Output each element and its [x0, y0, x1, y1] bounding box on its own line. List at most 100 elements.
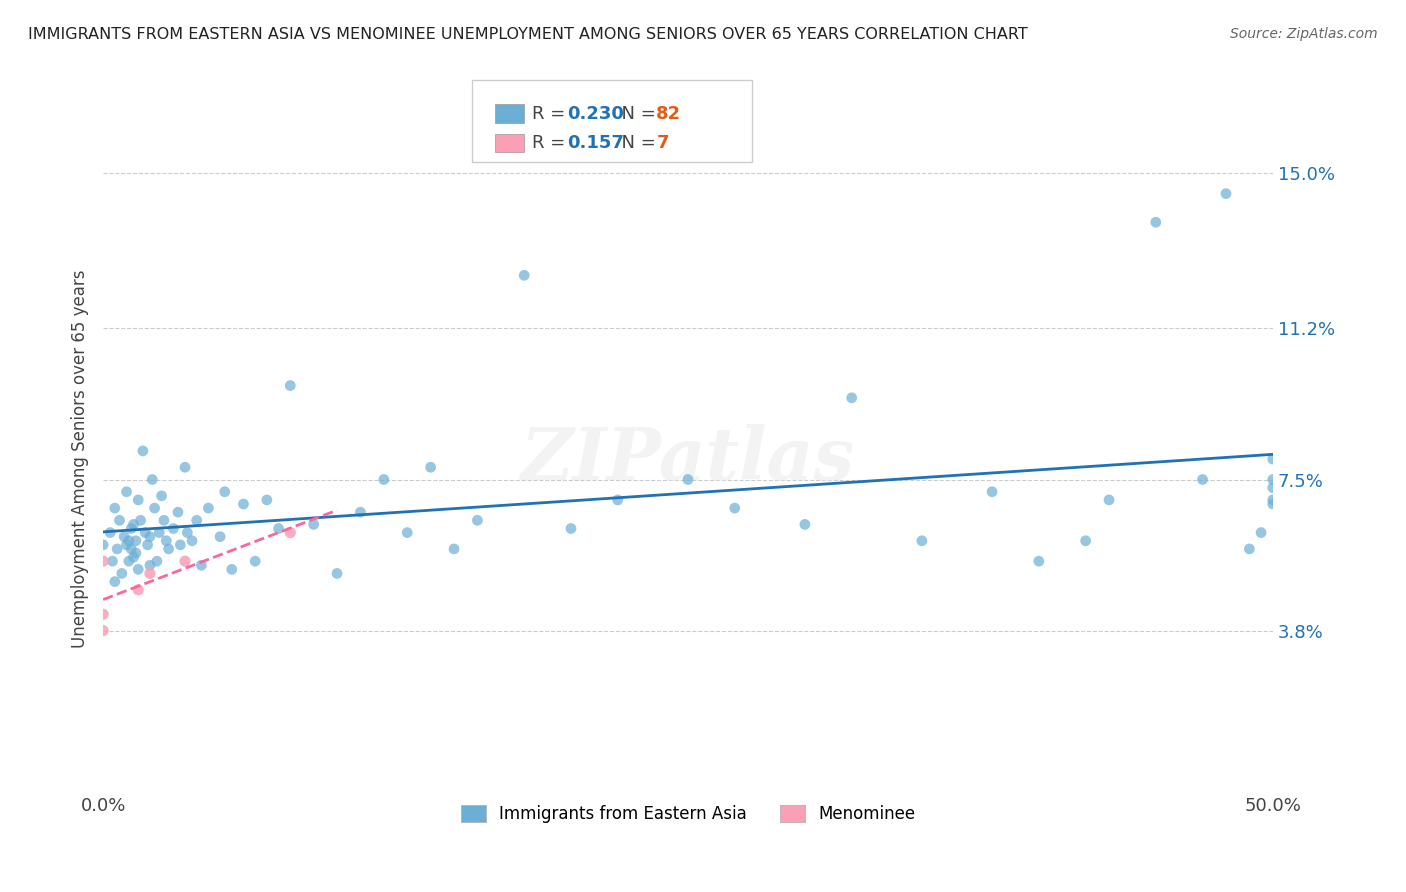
- Point: [162, 522, 184, 536]
- Point: [1098, 492, 1121, 507]
- Point: [443, 541, 465, 556]
- Point: [1239, 541, 1261, 556]
- FancyBboxPatch shape: [471, 80, 752, 161]
- Point: [793, 517, 815, 532]
- Point: [209, 530, 232, 544]
- Text: 82: 82: [657, 105, 682, 123]
- Point: [125, 546, 148, 560]
- Point: [153, 513, 176, 527]
- Point: [141, 473, 163, 487]
- Point: [91, 554, 114, 568]
- Point: [120, 541, 142, 556]
- Point: [174, 460, 197, 475]
- Point: [146, 554, 169, 568]
- Point: [981, 484, 1004, 499]
- Point: [101, 554, 124, 568]
- Text: R =: R =: [533, 135, 571, 153]
- Point: [267, 522, 290, 536]
- Point: [1215, 186, 1237, 201]
- Point: [1074, 533, 1097, 548]
- Point: [134, 525, 156, 540]
- Point: [91, 624, 114, 638]
- Point: [676, 473, 699, 487]
- Text: R =: R =: [533, 105, 571, 123]
- Point: [104, 574, 127, 589]
- Point: [167, 505, 190, 519]
- Point: [157, 541, 180, 556]
- Point: [841, 391, 863, 405]
- Point: [214, 484, 236, 499]
- Point: [127, 582, 149, 597]
- Point: [326, 566, 349, 581]
- Point: [190, 558, 212, 573]
- Point: [118, 554, 141, 568]
- Point: [139, 558, 162, 573]
- FancyBboxPatch shape: [495, 134, 524, 152]
- Point: [467, 513, 489, 527]
- Point: [112, 530, 135, 544]
- Text: Source: ZipAtlas.com: Source: ZipAtlas.com: [1230, 27, 1378, 41]
- Point: [911, 533, 934, 548]
- Point: [98, 525, 121, 540]
- Point: [373, 473, 395, 487]
- Point: [115, 484, 138, 499]
- Point: [108, 513, 131, 527]
- Point: [186, 513, 208, 527]
- Point: [1261, 452, 1284, 467]
- Point: [221, 562, 243, 576]
- Point: [155, 533, 177, 548]
- Point: [148, 525, 170, 540]
- Point: [150, 489, 173, 503]
- Point: [606, 492, 628, 507]
- Point: [111, 566, 134, 581]
- Y-axis label: Unemployment Among Seniors over 65 years: Unemployment Among Seniors over 65 years: [72, 270, 89, 648]
- Point: [118, 533, 141, 548]
- Text: 0.230: 0.230: [568, 105, 624, 123]
- Point: [115, 538, 138, 552]
- Text: ZIPatlas: ZIPatlas: [520, 424, 855, 494]
- Point: [1028, 554, 1050, 568]
- Text: 0.157: 0.157: [568, 135, 624, 153]
- Point: [724, 501, 747, 516]
- Point: [136, 538, 159, 552]
- Point: [560, 522, 582, 536]
- Point: [256, 492, 278, 507]
- Point: [513, 268, 536, 283]
- Point: [1261, 481, 1284, 495]
- Point: [104, 501, 127, 516]
- Legend: Immigrants from Eastern Asia, Menominee: Immigrants from Eastern Asia, Menominee: [454, 798, 922, 830]
- Point: [125, 533, 148, 548]
- Point: [143, 501, 166, 516]
- Point: [349, 505, 371, 519]
- Point: [139, 530, 162, 544]
- Point: [1191, 473, 1213, 487]
- Point: [139, 566, 162, 581]
- Point: [419, 460, 441, 475]
- Point: [122, 550, 145, 565]
- Point: [174, 554, 197, 568]
- Point: [122, 517, 145, 532]
- Point: [1261, 497, 1284, 511]
- Point: [132, 444, 155, 458]
- Point: [91, 607, 114, 622]
- Point: [1250, 525, 1272, 540]
- Point: [278, 378, 301, 392]
- Point: [396, 525, 419, 540]
- Point: [127, 492, 149, 507]
- Point: [181, 533, 204, 548]
- Text: N =: N =: [610, 135, 661, 153]
- Point: [302, 517, 325, 532]
- Point: [91, 538, 114, 552]
- Point: [105, 541, 128, 556]
- Point: [1261, 473, 1284, 487]
- Point: [1261, 492, 1284, 507]
- Point: [129, 513, 152, 527]
- Point: [278, 525, 301, 540]
- Point: [197, 501, 219, 516]
- Point: [243, 554, 266, 568]
- Point: [120, 522, 142, 536]
- Text: N =: N =: [610, 105, 661, 123]
- Point: [1144, 215, 1167, 229]
- Point: [176, 525, 198, 540]
- Point: [169, 538, 191, 552]
